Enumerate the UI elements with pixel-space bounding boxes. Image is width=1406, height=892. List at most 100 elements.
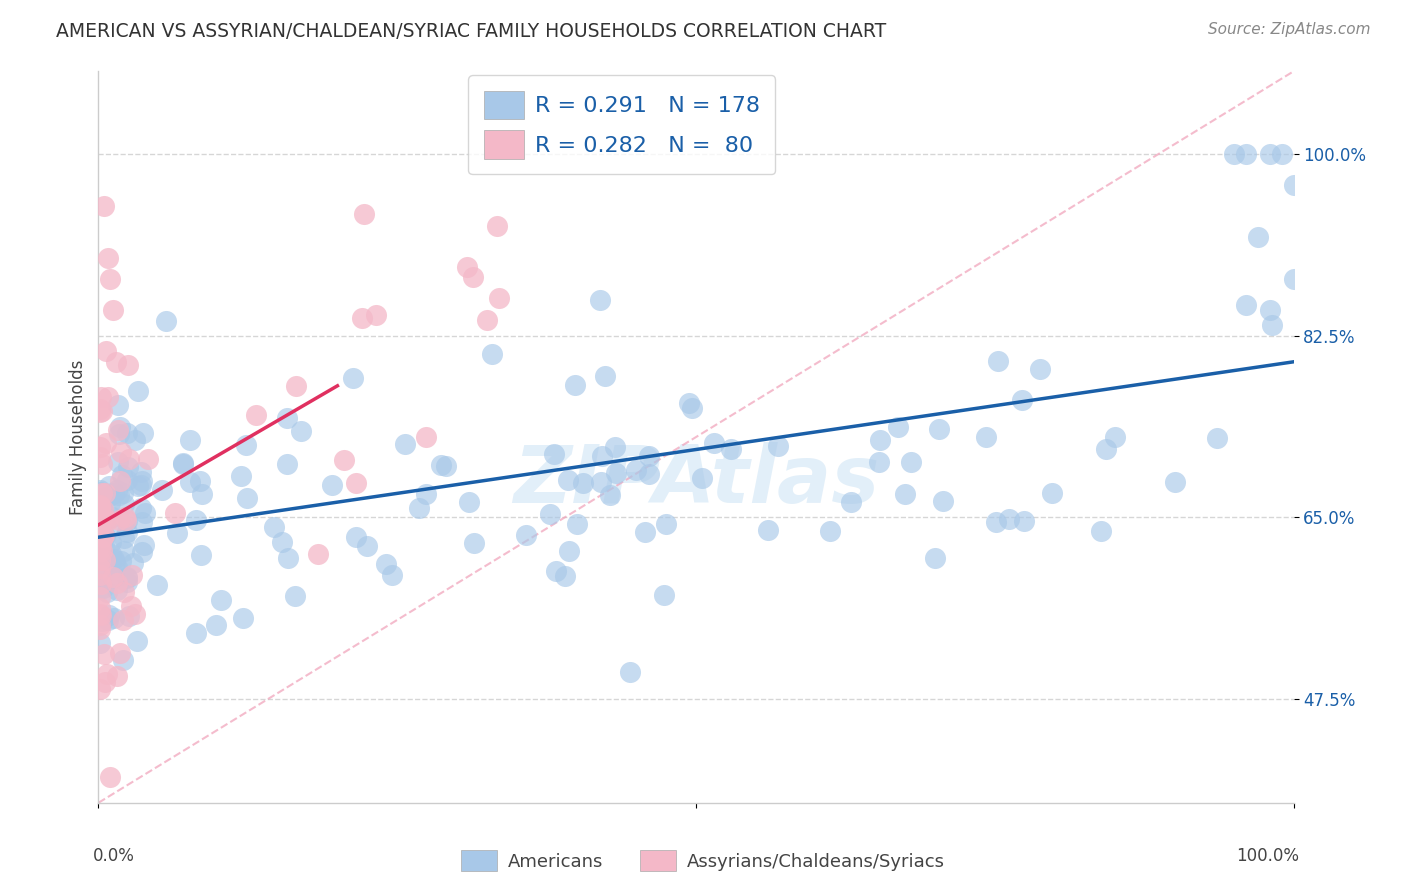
Point bbox=[124, 433, 146, 447]
Point bbox=[1282, 272, 1305, 286]
Point bbox=[134, 506, 156, 520]
Point bbox=[120, 599, 142, 614]
Point bbox=[89, 567, 111, 582]
Point bbox=[110, 445, 132, 459]
Point bbox=[720, 442, 742, 456]
Point bbox=[89, 519, 111, 533]
Point bbox=[89, 440, 111, 454]
Point bbox=[179, 433, 201, 447]
Point bbox=[277, 550, 299, 565]
Text: ZIPAtlas: ZIPAtlas bbox=[513, 442, 879, 520]
Point bbox=[89, 513, 111, 527]
Point bbox=[593, 368, 616, 383]
Point bbox=[89, 515, 111, 529]
Point bbox=[103, 611, 125, 625]
Point bbox=[678, 396, 700, 410]
Point bbox=[89, 502, 111, 516]
Point bbox=[190, 487, 212, 501]
Point bbox=[114, 513, 136, 527]
Point bbox=[567, 517, 589, 532]
Point bbox=[96, 512, 118, 526]
Point bbox=[94, 674, 117, 689]
Point bbox=[1234, 298, 1257, 312]
Legend: Americans, Assyrians/Chaldeans/Syriacs: Americans, Assyrians/Chaldeans/Syriacs bbox=[454, 843, 952, 879]
Point bbox=[100, 553, 122, 567]
Point bbox=[89, 550, 111, 565]
Point bbox=[692, 470, 714, 484]
Point bbox=[89, 636, 111, 650]
Point bbox=[481, 347, 503, 361]
Point bbox=[90, 390, 112, 404]
Point bbox=[97, 390, 120, 404]
Point bbox=[105, 483, 128, 497]
Point bbox=[118, 452, 141, 467]
Point bbox=[554, 568, 576, 582]
Point bbox=[101, 509, 124, 524]
Point bbox=[232, 611, 254, 625]
Point bbox=[124, 607, 146, 622]
Point bbox=[108, 513, 131, 527]
Point bbox=[101, 570, 124, 584]
Text: 100.0%: 100.0% bbox=[1236, 847, 1299, 864]
Point bbox=[626, 463, 648, 477]
Point bbox=[924, 550, 946, 565]
Point bbox=[117, 358, 139, 372]
Point bbox=[1261, 318, 1284, 333]
Point bbox=[105, 575, 128, 590]
Point bbox=[131, 545, 153, 559]
Point bbox=[342, 371, 364, 385]
Point bbox=[284, 379, 307, 393]
Point bbox=[986, 515, 1008, 529]
Y-axis label: Family Households: Family Households bbox=[69, 359, 87, 515]
Point bbox=[997, 511, 1019, 525]
Point bbox=[129, 466, 152, 480]
Point bbox=[756, 523, 779, 537]
Point bbox=[987, 353, 1010, 368]
Point bbox=[96, 514, 118, 528]
Point bbox=[103, 552, 125, 566]
Point bbox=[101, 303, 124, 318]
Point bbox=[96, 436, 118, 450]
Point bbox=[572, 476, 595, 491]
Point bbox=[89, 607, 111, 621]
Point bbox=[110, 554, 132, 568]
Point bbox=[543, 446, 565, 460]
Point bbox=[155, 313, 177, 327]
Point bbox=[364, 308, 387, 322]
Point bbox=[93, 528, 115, 542]
Point bbox=[90, 511, 112, 525]
Point bbox=[111, 653, 134, 667]
Point bbox=[112, 544, 135, 558]
Point bbox=[98, 770, 122, 784]
Point bbox=[1247, 230, 1270, 244]
Point bbox=[463, 536, 485, 550]
Point bbox=[605, 440, 627, 454]
Point bbox=[91, 530, 114, 544]
Point bbox=[375, 558, 398, 572]
Point bbox=[89, 485, 111, 500]
Point bbox=[564, 378, 586, 392]
Point bbox=[89, 501, 111, 516]
Point bbox=[89, 561, 111, 575]
Point bbox=[1282, 178, 1305, 193]
Point bbox=[89, 601, 111, 615]
Point bbox=[115, 515, 138, 529]
Legend: R = 0.291   N = 178, R = 0.282   N =  80: R = 0.291 N = 178, R = 0.282 N = 80 bbox=[468, 75, 775, 175]
Point bbox=[90, 537, 112, 551]
Point bbox=[98, 496, 121, 510]
Point bbox=[89, 623, 111, 637]
Point bbox=[229, 468, 252, 483]
Point bbox=[172, 457, 194, 471]
Point bbox=[96, 344, 118, 359]
Point bbox=[457, 495, 479, 509]
Point bbox=[91, 485, 114, 500]
Point bbox=[557, 473, 579, 487]
Point bbox=[1164, 475, 1187, 489]
Point bbox=[115, 571, 138, 585]
Point bbox=[430, 458, 453, 472]
Point bbox=[91, 510, 114, 524]
Point bbox=[869, 434, 891, 448]
Point bbox=[105, 668, 128, 682]
Point bbox=[89, 591, 111, 605]
Point bbox=[107, 426, 129, 441]
